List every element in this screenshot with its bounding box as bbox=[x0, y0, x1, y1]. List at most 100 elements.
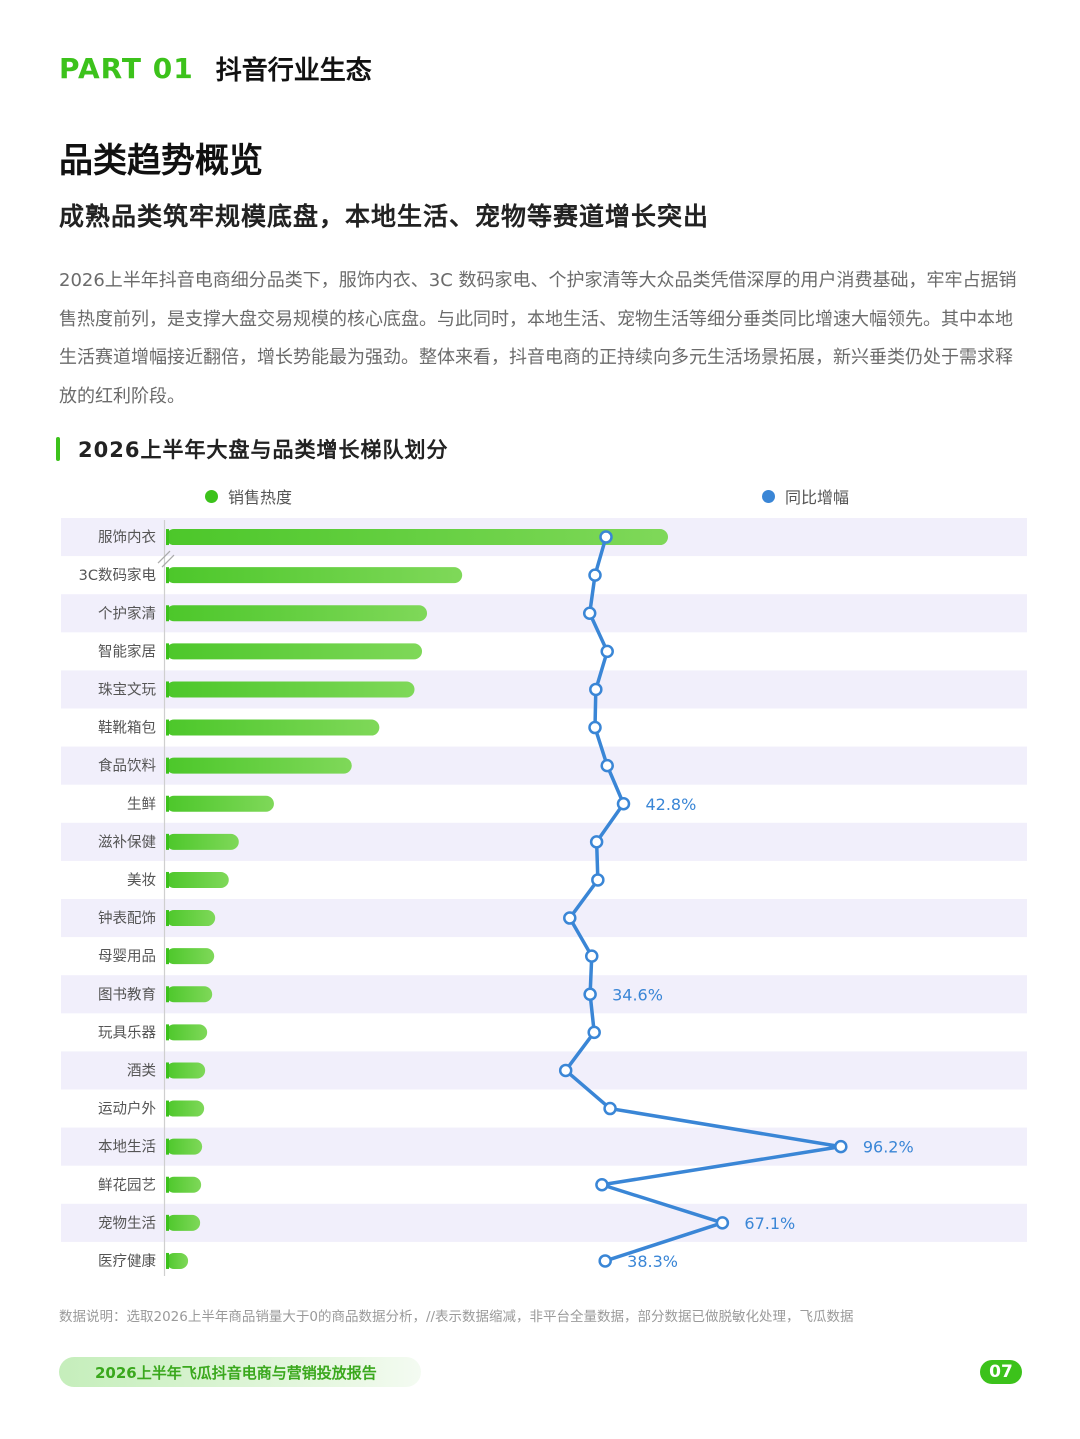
report-title-pill: 2026上半年飞瓜抖音电商与营销投放报告 bbox=[59, 1357, 421, 1387]
bar-base bbox=[166, 833, 169, 850]
chart-title: 2026上半年大盘与品类增长梯队划分 bbox=[78, 438, 449, 462]
section-header: PART 01 抖音行业生态 bbox=[59, 50, 372, 87]
bar bbox=[166, 1100, 205, 1117]
bar bbox=[166, 948, 215, 965]
category-label: 个护家清 bbox=[98, 605, 156, 622]
legend-sales-heat-label: 销售热度 bbox=[228, 488, 293, 507]
bar bbox=[166, 605, 428, 622]
bar bbox=[166, 681, 415, 698]
category-label: 美妆 bbox=[127, 872, 156, 889]
growth-point bbox=[600, 644, 614, 659]
bar-base bbox=[166, 1176, 169, 1193]
bar bbox=[166, 719, 380, 736]
growth-point bbox=[599, 530, 613, 544]
category-label: 生鲜 bbox=[127, 796, 156, 813]
bar bbox=[166, 1252, 189, 1269]
bar-base bbox=[166, 948, 169, 965]
footnote: 数据说明：选取2026上半年商品销量大于0的商品数据分析，//表示数据缩减，非平… bbox=[59, 1309, 854, 1325]
growth-point bbox=[591, 873, 605, 887]
category-label: 智能家居 bbox=[98, 643, 156, 660]
growth-point bbox=[587, 1025, 601, 1040]
category-label: 医疗健康 bbox=[98, 1253, 156, 1270]
legend-yoy-growth: 同比增幅 bbox=[762, 484, 849, 508]
growth-point bbox=[558, 1063, 573, 1078]
growth-point bbox=[589, 682, 603, 697]
row-stripe bbox=[61, 1051, 1027, 1090]
axis-break-mark bbox=[161, 554, 175, 568]
growth-point bbox=[616, 797, 631, 811]
growth-data-label: 67.1% bbox=[744, 1214, 795, 1233]
bar bbox=[166, 1176, 202, 1193]
bar bbox=[166, 529, 668, 546]
growth-point bbox=[588, 568, 602, 582]
growth-data-label: 38.3% bbox=[627, 1252, 678, 1271]
bar-base bbox=[166, 1024, 169, 1041]
row-stripe bbox=[61, 975, 1027, 1014]
page-subtitle: 成熟品类筑牢规模底盘，本地生活、宠物等赛道增长突出 bbox=[59, 202, 710, 231]
bar-base bbox=[166, 719, 169, 736]
part-label: PART 01 bbox=[59, 52, 194, 85]
bar bbox=[166, 910, 216, 927]
bar bbox=[166, 1024, 208, 1041]
category-label: 钟表配饰 bbox=[98, 910, 156, 927]
growth-data-label: 34.6% bbox=[612, 985, 663, 1004]
category-label: 服饰内衣 bbox=[98, 529, 156, 546]
category-label: 运动户外 bbox=[98, 1101, 156, 1118]
growth-data-label: 42.8% bbox=[645, 795, 696, 814]
bar-base bbox=[166, 757, 169, 774]
bar-base bbox=[166, 1138, 169, 1155]
chart-title-accent bbox=[56, 437, 60, 461]
row-stripe bbox=[61, 1203, 1027, 1242]
category-label: 鲜花园艺 bbox=[98, 1177, 156, 1194]
chart-canvas: 服饰内衣 3C数码家电个护家清智能家居珠宝文玩鞋靴箱包食品饮料生鲜滋补保健美妆钟表… bbox=[61, 518, 1027, 1276]
bar bbox=[166, 1062, 206, 1079]
bar bbox=[166, 833, 239, 850]
bar-base bbox=[166, 871, 169, 888]
axis-break-mark bbox=[157, 550, 171, 564]
bar bbox=[166, 567, 463, 584]
category-label: 珠宝文玩 bbox=[98, 681, 156, 698]
legend-yoy-growth-label: 同比增幅 bbox=[785, 488, 850, 507]
bar-base bbox=[166, 1252, 169, 1269]
bar bbox=[166, 871, 229, 888]
bar-base bbox=[166, 605, 169, 622]
growth-point bbox=[588, 720, 602, 735]
growth-point bbox=[598, 1254, 612, 1268]
bar-base bbox=[166, 1100, 169, 1117]
growth-point bbox=[582, 606, 597, 620]
growth-data-label: 96.2% bbox=[863, 1138, 914, 1157]
category-label: 本地生活 bbox=[98, 1139, 156, 1156]
bar-base bbox=[166, 529, 169, 546]
bar-base bbox=[166, 681, 169, 698]
bar-base bbox=[166, 986, 169, 1003]
page-number: 07 bbox=[980, 1360, 1022, 1384]
bar-base bbox=[166, 567, 169, 584]
bar bbox=[166, 795, 274, 812]
category-label: 图书教育 bbox=[98, 986, 156, 1003]
growth-point bbox=[715, 1216, 730, 1230]
bar bbox=[166, 1214, 201, 1231]
growth-point bbox=[563, 911, 577, 925]
category-label: 酒类 bbox=[127, 1062, 156, 1079]
bar-base bbox=[166, 795, 169, 812]
part-title: 抖音行业生态 bbox=[215, 56, 372, 86]
row-stripe bbox=[61, 899, 1027, 938]
category-label: 3C数码家电 bbox=[79, 567, 156, 584]
bar bbox=[166, 643, 423, 660]
growth-point bbox=[589, 835, 604, 849]
bar bbox=[166, 1138, 203, 1155]
growth-point bbox=[583, 987, 597, 1001]
growth-point bbox=[603, 1101, 617, 1116]
bar bbox=[166, 986, 213, 1003]
category-label: 宠物生活 bbox=[98, 1215, 156, 1232]
legend-green-dot-icon bbox=[205, 489, 218, 503]
bar-base bbox=[166, 643, 169, 660]
category-label: 滋补保健 bbox=[98, 834, 156, 851]
category-label: 食品饮料 bbox=[98, 758, 156, 775]
growth-point bbox=[600, 758, 614, 773]
row-stripe bbox=[61, 1127, 1027, 1166]
category-label: 母婴用品 bbox=[98, 948, 156, 965]
bar-base bbox=[166, 1214, 169, 1231]
bar-base bbox=[166, 1062, 169, 1079]
growth-point bbox=[585, 949, 599, 963]
